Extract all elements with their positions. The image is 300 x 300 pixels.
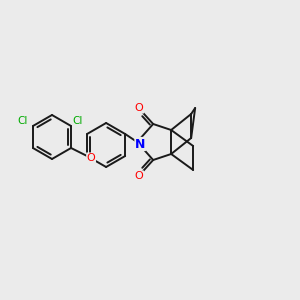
Text: O: O bbox=[135, 171, 143, 181]
Text: O: O bbox=[135, 103, 143, 113]
Text: O: O bbox=[87, 153, 95, 163]
Text: Cl: Cl bbox=[18, 116, 28, 126]
Text: Cl: Cl bbox=[73, 116, 83, 126]
Text: N: N bbox=[135, 137, 145, 151]
